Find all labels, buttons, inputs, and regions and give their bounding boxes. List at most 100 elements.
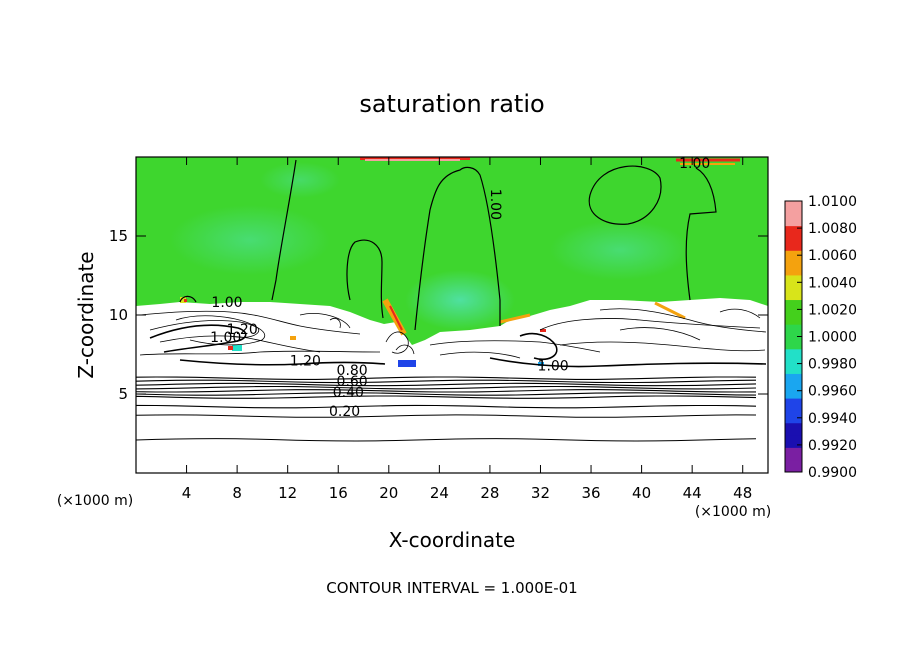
colorbar-label: 0.9980 — [808, 357, 857, 373]
x-tick-label: 12 — [278, 484, 297, 502]
field-cyan-patch — [550, 220, 690, 280]
stable-contour-line — [136, 438, 757, 442]
colorbar-swatch — [785, 201, 802, 214]
contour-line — [175, 315, 260, 338]
contour-line — [719, 308, 761, 319]
contour-label: 1.00 — [487, 189, 503, 220]
colorbar-swatch — [785, 213, 802, 227]
colorbar-label: 1.0080 — [808, 221, 857, 237]
x-tick-label: 44 — [683, 484, 702, 502]
field-red-edge — [389, 305, 403, 331]
x-unit-right: (×1000 m) — [695, 504, 771, 520]
contour-label: 0.40 — [333, 385, 364, 401]
colorbar-swatch — [785, 361, 802, 374]
colorbar-swatch — [785, 459, 802, 473]
thick-cloud-contours — [149, 324, 767, 368]
colorbar-swatch — [785, 373, 802, 387]
contour-line — [519, 332, 558, 361]
contour-line — [329, 318, 341, 329]
colorbar-label: 0.9900 — [808, 465, 857, 481]
field-orange-edge — [654, 301, 686, 320]
colorbar-swatch — [785, 348, 802, 362]
colorbar-swatch — [785, 336, 802, 350]
contour-label: 1.20 — [227, 322, 258, 338]
colorbar-label: 1.0020 — [808, 302, 857, 318]
colorbar-swatch — [785, 250, 802, 264]
colorbar-swatch — [785, 299, 802, 313]
stable-contour-line — [136, 382, 757, 387]
field-red-spot — [228, 346, 233, 350]
contour-line — [439, 351, 521, 359]
contour-label: 1.00 — [679, 156, 710, 172]
colorbar-label: 1.0060 — [808, 248, 857, 264]
stable-layer-contours — [136, 376, 757, 442]
field-cyan-spot — [232, 345, 242, 351]
contour-line — [271, 159, 297, 301]
x-unit-left: (×1000 m) — [57, 493, 133, 509]
colorbar-label: 1.0040 — [808, 275, 857, 291]
contour-line — [395, 344, 415, 355]
contour-label: 0.60 — [337, 374, 368, 390]
contour-line — [159, 335, 321, 353]
field-cyan-patch — [260, 162, 340, 198]
contour-line — [299, 313, 351, 329]
y-tick-label: 10 — [109, 306, 128, 324]
contour-line — [619, 327, 701, 341]
plot-area — [136, 157, 768, 473]
colorbar-swatch — [785, 237, 802, 251]
colorbar-label: 0.9920 — [808, 438, 857, 454]
contour-line — [685, 167, 717, 301]
contour-line — [599, 308, 767, 333]
x-tick-label: 48 — [733, 484, 752, 502]
colorbar-swatch — [785, 225, 802, 239]
contour-line — [149, 324, 247, 353]
upper-contours — [179, 159, 717, 331]
contour-interval-note: CONTOUR INTERVAL = 1.000E-01 — [326, 579, 577, 597]
colorbar-label: 1.0000 — [808, 330, 857, 346]
contour-line — [559, 341, 766, 352]
x-axis: 4 8 12 16 20 24 28 32 36 40 44 48 — [182, 157, 752, 502]
contour-line — [588, 165, 662, 225]
stable-contour-line — [136, 414, 757, 418]
contour-line — [539, 318, 761, 331]
contour-label: 1.00 — [210, 330, 241, 346]
contour-line — [149, 320, 266, 346]
y-axis: 5 10 15 — [109, 227, 768, 403]
field-red-spot — [184, 299, 187, 302]
field-cyan-patch — [405, 270, 515, 330]
stable-contour-line — [136, 385, 757, 390]
colorbar-swatch — [785, 262, 802, 276]
x-tick-label: 8 — [232, 484, 242, 502]
field-green-region — [136, 157, 768, 345]
colorbar-swatch — [785, 398, 802, 411]
colorbar-swatch — [785, 311, 802, 325]
contour-line — [139, 350, 381, 356]
contour-line — [385, 331, 409, 354]
contour-labels: 1.001.001.001.201.001.20 1.000.800.600.40… — [210, 156, 710, 420]
contour-line — [346, 239, 384, 319]
contour-line — [489, 357, 767, 368]
contour-label: 1.20 — [290, 354, 321, 370]
stable-contour-line — [136, 404, 757, 409]
contour-line — [414, 166, 501, 331]
field-blue-spot — [538, 362, 544, 366]
stable-contour-line — [136, 392, 757, 396]
x-tick-label: 32 — [531, 484, 550, 502]
contour-line — [179, 295, 197, 303]
x-tick-label: 20 — [379, 484, 398, 502]
contour-label: 0.20 — [329, 404, 360, 420]
field-yellow-spot — [180, 297, 186, 303]
colorbar-label: 0.9940 — [808, 411, 857, 427]
x-tick-label: 4 — [182, 484, 192, 502]
field-red-spot — [540, 329, 546, 332]
contour-line — [179, 359, 386, 366]
chart-title: saturation ratio — [359, 90, 544, 118]
colorbar-swatch — [785, 324, 802, 337]
colorbar-swatch — [785, 422, 802, 436]
stable-contour-line — [136, 389, 757, 393]
colorbar-label: 1.0100 — [808, 194, 857, 210]
colorbar-swatch — [785, 435, 802, 448]
stable-contour-line — [136, 379, 757, 384]
x-tick-label: 28 — [480, 484, 499, 502]
